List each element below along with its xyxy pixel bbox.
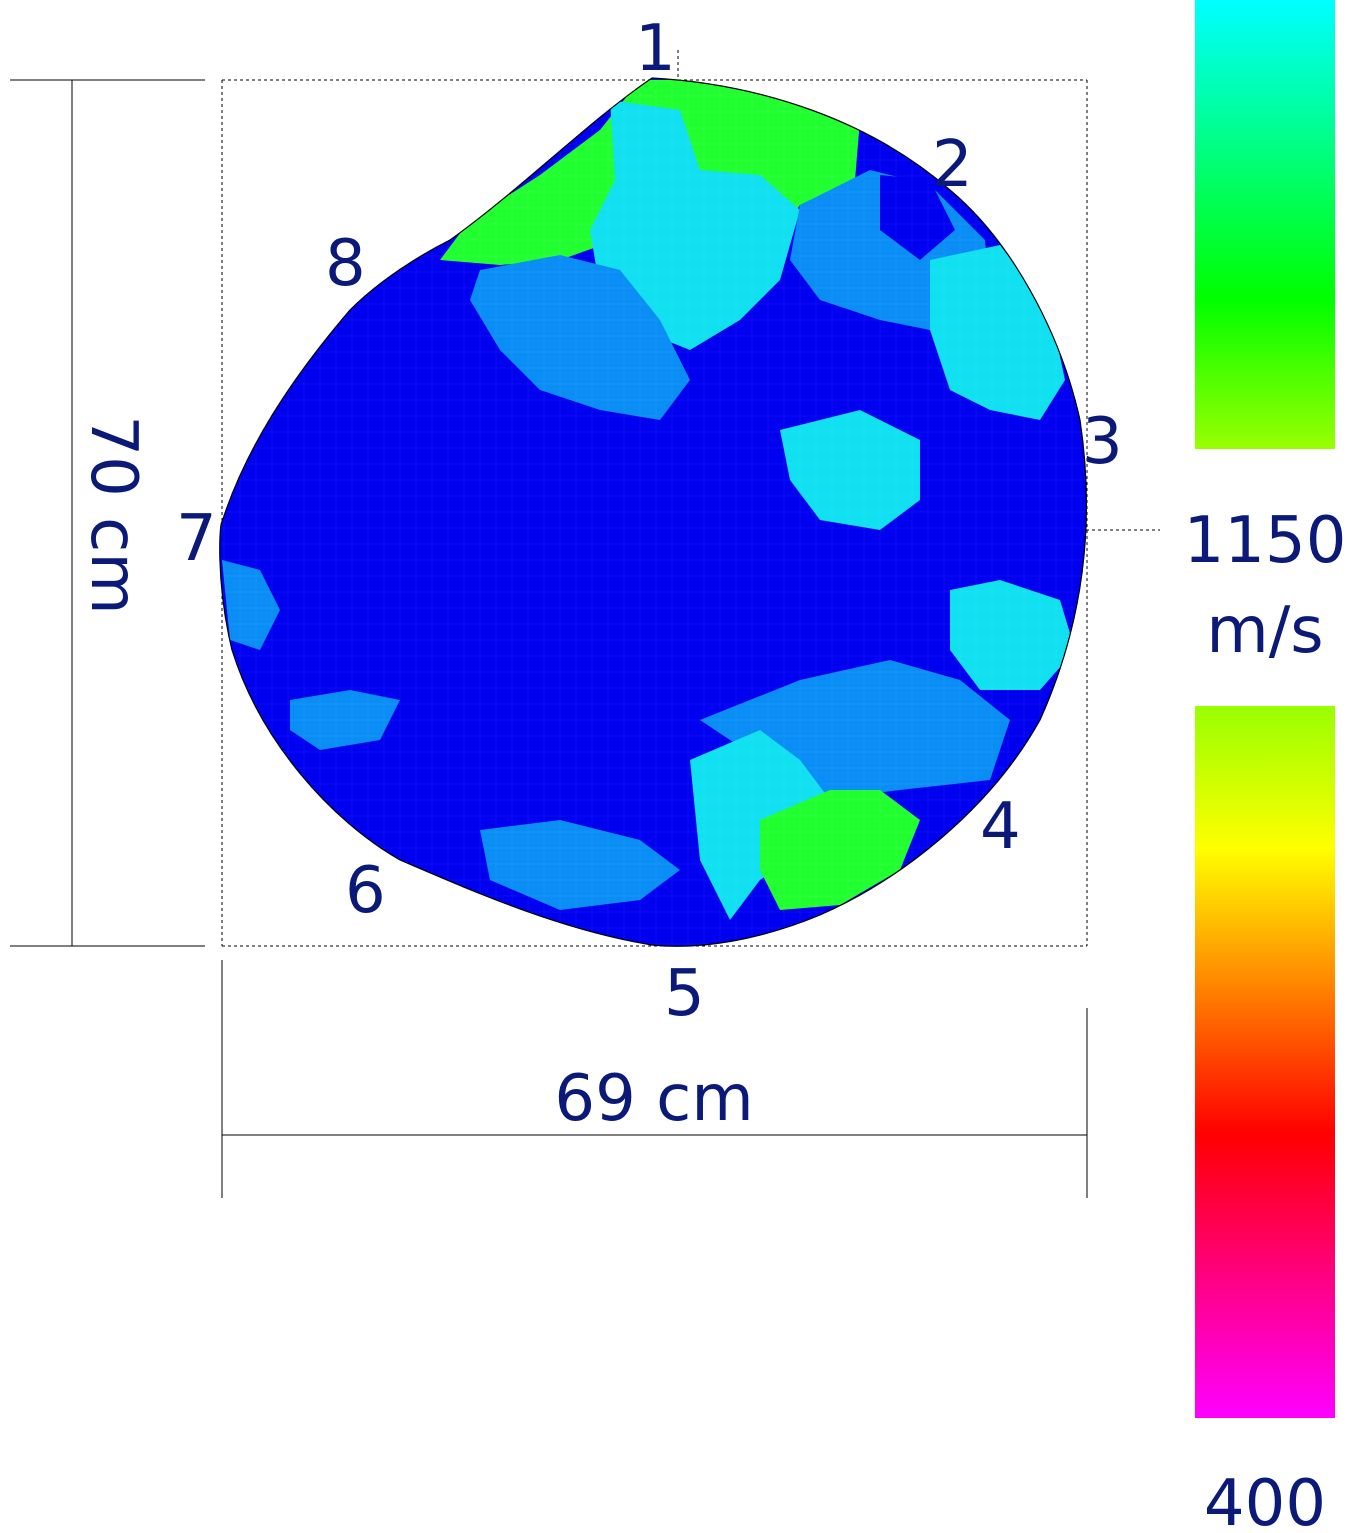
color-scale-upper-value: 1150 [1184, 504, 1347, 578]
sensor-label-2: 2 [932, 128, 973, 202]
height-dimension-label: 70 cm [76, 415, 150, 614]
trunk-outline [219, 77, 1088, 947]
sensor-label-8: 8 [325, 227, 366, 301]
sensor-label-4: 4 [980, 790, 1021, 864]
color-scale-upper-bar [1195, 0, 1335, 449]
color-scale-lower-value: 400 [1204, 1467, 1326, 1533]
color-scale-unit: m/s [1206, 594, 1323, 668]
sensor-label-1: 1 [635, 12, 676, 86]
sensor-label-5: 5 [664, 957, 705, 1031]
velocity-map [219, 78, 1087, 947]
sensor-label-3: 3 [1082, 405, 1123, 479]
sensor-label-6: 6 [345, 854, 386, 928]
sensor-labels: 1 2 3 4 5 6 7 8 [176, 12, 1123, 1031]
sensor-label-7: 7 [176, 502, 217, 576]
color-scale: 1150 m/s 400 [1184, 0, 1347, 1533]
color-scale-lower-bar [1195, 706, 1335, 1418]
width-dimension-label: 69 cm [554, 1062, 753, 1136]
